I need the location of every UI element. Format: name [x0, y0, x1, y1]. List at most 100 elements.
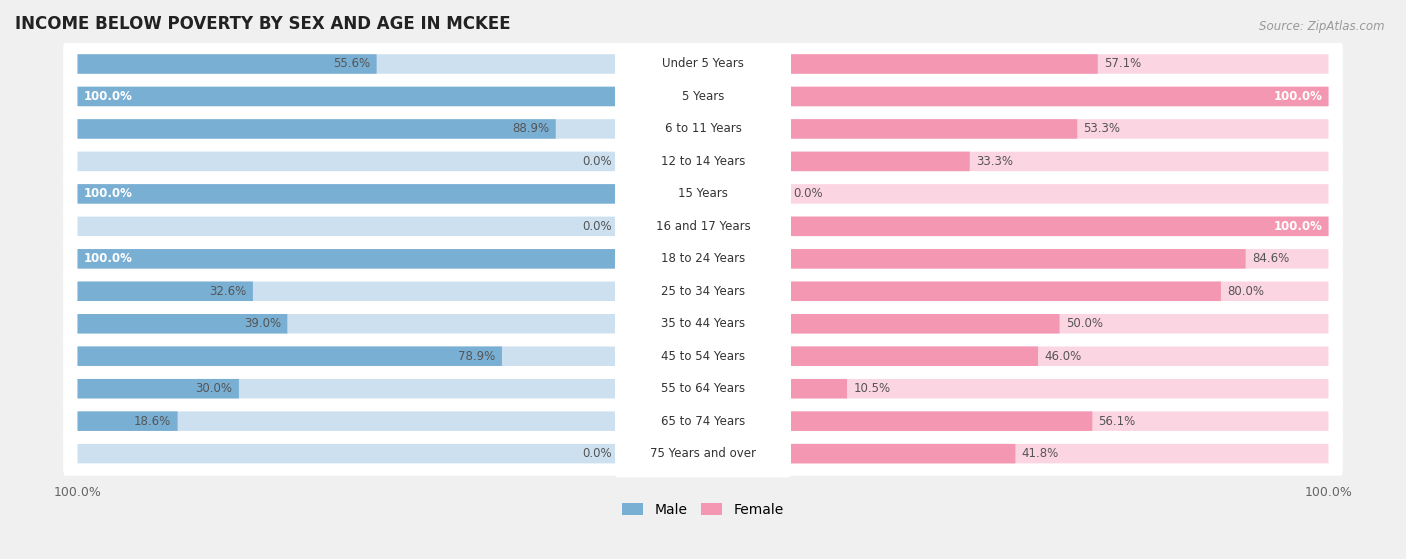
Text: 80.0%: 80.0%	[1227, 285, 1264, 298]
FancyBboxPatch shape	[77, 314, 287, 334]
Text: 5 Years: 5 Years	[682, 90, 724, 103]
FancyBboxPatch shape	[790, 411, 1329, 431]
Text: 45 to 54 Years: 45 to 54 Years	[661, 350, 745, 363]
FancyBboxPatch shape	[77, 411, 616, 431]
FancyBboxPatch shape	[614, 300, 792, 348]
FancyBboxPatch shape	[77, 314, 616, 334]
Text: 84.6%: 84.6%	[1251, 252, 1289, 266]
FancyBboxPatch shape	[614, 40, 792, 88]
Text: 46.0%: 46.0%	[1045, 350, 1081, 363]
Text: 65 to 74 Years: 65 to 74 Years	[661, 415, 745, 428]
FancyBboxPatch shape	[77, 411, 177, 431]
Text: 100.0%: 100.0%	[84, 187, 132, 200]
FancyBboxPatch shape	[614, 333, 792, 380]
FancyBboxPatch shape	[77, 249, 616, 268]
FancyBboxPatch shape	[614, 365, 792, 413]
Text: 88.9%: 88.9%	[512, 122, 550, 135]
FancyBboxPatch shape	[790, 119, 1077, 139]
FancyBboxPatch shape	[63, 399, 1343, 443]
FancyBboxPatch shape	[614, 203, 792, 250]
Text: 78.9%: 78.9%	[458, 350, 496, 363]
FancyBboxPatch shape	[77, 379, 239, 399]
Text: 35 to 44 Years: 35 to 44 Years	[661, 318, 745, 330]
FancyBboxPatch shape	[77, 444, 616, 463]
Text: Source: ZipAtlas.com: Source: ZipAtlas.com	[1260, 20, 1385, 32]
FancyBboxPatch shape	[790, 184, 1329, 203]
Text: 56.1%: 56.1%	[1098, 415, 1136, 428]
FancyBboxPatch shape	[790, 151, 1329, 171]
FancyBboxPatch shape	[63, 367, 1343, 411]
FancyBboxPatch shape	[790, 54, 1098, 74]
FancyBboxPatch shape	[790, 347, 1329, 366]
FancyBboxPatch shape	[77, 54, 377, 74]
FancyBboxPatch shape	[63, 236, 1343, 281]
FancyBboxPatch shape	[614, 397, 792, 445]
FancyBboxPatch shape	[63, 269, 1343, 314]
FancyBboxPatch shape	[790, 282, 1220, 301]
FancyBboxPatch shape	[790, 444, 1015, 463]
FancyBboxPatch shape	[63, 172, 1343, 216]
Text: 41.8%: 41.8%	[1022, 447, 1059, 460]
FancyBboxPatch shape	[790, 444, 1329, 463]
Text: 16 and 17 Years: 16 and 17 Years	[655, 220, 751, 233]
FancyBboxPatch shape	[63, 302, 1343, 346]
FancyBboxPatch shape	[77, 184, 616, 203]
Text: 0.0%: 0.0%	[582, 155, 612, 168]
Text: 15 Years: 15 Years	[678, 187, 728, 200]
Text: 100.0%: 100.0%	[1274, 220, 1322, 233]
FancyBboxPatch shape	[77, 347, 502, 366]
FancyBboxPatch shape	[77, 119, 555, 139]
FancyBboxPatch shape	[614, 268, 792, 315]
FancyBboxPatch shape	[77, 54, 616, 74]
Text: 33.3%: 33.3%	[976, 155, 1012, 168]
FancyBboxPatch shape	[614, 170, 792, 217]
Text: Under 5 Years: Under 5 Years	[662, 58, 744, 70]
FancyBboxPatch shape	[790, 87, 1329, 106]
FancyBboxPatch shape	[614, 430, 792, 477]
Text: 53.3%: 53.3%	[1084, 122, 1121, 135]
Text: 50.0%: 50.0%	[1066, 318, 1102, 330]
Text: 75 Years and over: 75 Years and over	[650, 447, 756, 460]
FancyBboxPatch shape	[63, 107, 1343, 151]
Text: 6 to 11 Years: 6 to 11 Years	[665, 122, 741, 135]
FancyBboxPatch shape	[77, 282, 253, 301]
FancyBboxPatch shape	[63, 204, 1343, 248]
FancyBboxPatch shape	[790, 216, 1329, 236]
FancyBboxPatch shape	[790, 151, 970, 171]
Text: 32.6%: 32.6%	[209, 285, 246, 298]
Text: 12 to 14 Years: 12 to 14 Years	[661, 155, 745, 168]
Text: 18.6%: 18.6%	[134, 415, 172, 428]
FancyBboxPatch shape	[614, 235, 792, 282]
Text: 0.0%: 0.0%	[582, 447, 612, 460]
FancyBboxPatch shape	[77, 249, 616, 268]
FancyBboxPatch shape	[77, 87, 616, 106]
FancyBboxPatch shape	[77, 184, 616, 203]
FancyBboxPatch shape	[790, 314, 1329, 334]
FancyBboxPatch shape	[77, 87, 616, 106]
FancyBboxPatch shape	[77, 282, 616, 301]
FancyBboxPatch shape	[790, 379, 1329, 399]
FancyBboxPatch shape	[63, 334, 1343, 378]
Text: 25 to 34 Years: 25 to 34 Years	[661, 285, 745, 298]
FancyBboxPatch shape	[614, 73, 792, 120]
FancyBboxPatch shape	[790, 411, 1092, 431]
FancyBboxPatch shape	[790, 314, 1060, 334]
Text: 30.0%: 30.0%	[195, 382, 232, 395]
FancyBboxPatch shape	[790, 249, 1246, 268]
Text: 18 to 24 Years: 18 to 24 Years	[661, 252, 745, 266]
Text: 100.0%: 100.0%	[84, 90, 132, 103]
Text: 55 to 64 Years: 55 to 64 Years	[661, 382, 745, 395]
Text: 0.0%: 0.0%	[794, 187, 824, 200]
FancyBboxPatch shape	[790, 379, 846, 399]
FancyBboxPatch shape	[63, 74, 1343, 119]
FancyBboxPatch shape	[790, 87, 1329, 106]
Text: 100.0%: 100.0%	[84, 252, 132, 266]
FancyBboxPatch shape	[77, 347, 616, 366]
FancyBboxPatch shape	[77, 379, 616, 399]
FancyBboxPatch shape	[77, 119, 616, 139]
Legend: Male, Female: Male, Female	[617, 498, 789, 523]
FancyBboxPatch shape	[614, 138, 792, 185]
FancyBboxPatch shape	[790, 54, 1329, 74]
FancyBboxPatch shape	[790, 119, 1329, 139]
FancyBboxPatch shape	[63, 42, 1343, 86]
